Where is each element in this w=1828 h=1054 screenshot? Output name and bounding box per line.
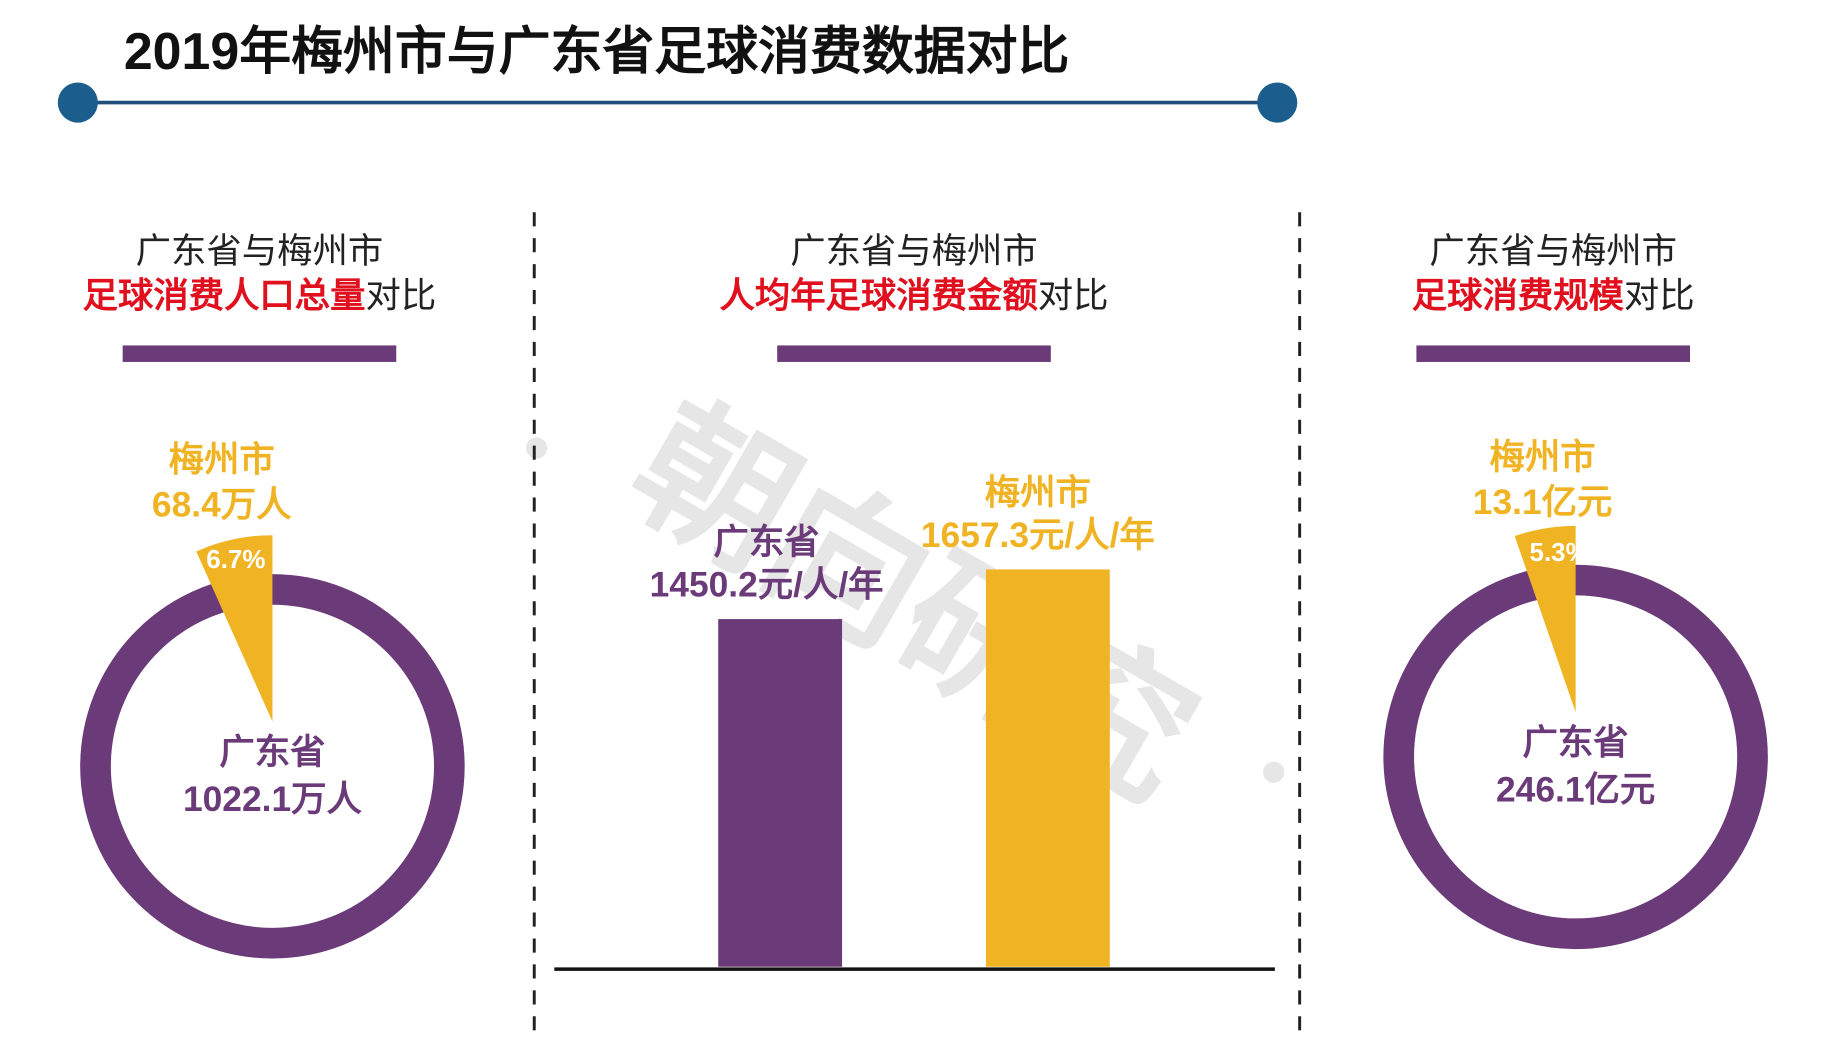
data-label: 1450.2元/人/年	[650, 566, 884, 605]
panel-bar	[1416, 345, 1691, 362]
panel-bar	[777, 345, 1051, 362]
page-title: 2019年梅州市与广东省足球消费数据对比	[124, 22, 1070, 80]
data-label: 广东省	[1523, 723, 1629, 762]
panel-subtitle: 足球消费人口总量对比	[83, 277, 437, 316]
subtitle-highlight: 足球消费规模	[1412, 277, 1625, 316]
subtitle-suffix: 对比	[366, 277, 437, 316]
data-label: 梅州市	[985, 474, 1091, 513]
watermark-dot	[1263, 761, 1285, 783]
subtitle-highlight: 人均年足球消费金额	[719, 276, 1038, 316]
subtitle-suffix: 对比	[1624, 277, 1695, 316]
rule-dot	[1257, 82, 1298, 123]
data-label: 1657.3元/人/年	[921, 516, 1155, 555]
data-label: 5.3%	[1530, 539, 1589, 567]
panel-title: 广东省与梅州市	[136, 232, 384, 271]
data-label: 246.1亿元	[1496, 771, 1655, 810]
panel-title: 广东省与梅州市	[790, 232, 1038, 271]
data-label: 梅州市	[1490, 438, 1596, 477]
data-label: 1022.1万人	[183, 780, 363, 819]
subtitle-highlight: 足球消费人口总量	[83, 277, 366, 316]
data-label: 广东省	[714, 523, 820, 562]
data-label: 6.7%	[206, 546, 265, 574]
share-wedge	[196, 535, 273, 722]
data-label: 13.1亿元	[1473, 483, 1613, 522]
data-label: 梅州市	[169, 441, 275, 480]
data-label: 广东省	[219, 733, 325, 772]
data-label: 68.4万人	[152, 485, 292, 524]
bar	[985, 569, 1110, 967]
panel-bar	[122, 345, 397, 362]
share-wedge	[1514, 525, 1576, 713]
watermark-dot	[525, 437, 548, 459]
subtitle-suffix: 对比	[1038, 277, 1109, 316]
rule-dot	[57, 82, 98, 123]
bar	[718, 619, 843, 967]
panel-title: 广东省与梅州市	[1429, 232, 1677, 271]
panel-subtitle: 人均年足球消费金额对比	[719, 276, 1108, 316]
panel-subtitle: 足球消费规模对比	[1412, 277, 1695, 316]
